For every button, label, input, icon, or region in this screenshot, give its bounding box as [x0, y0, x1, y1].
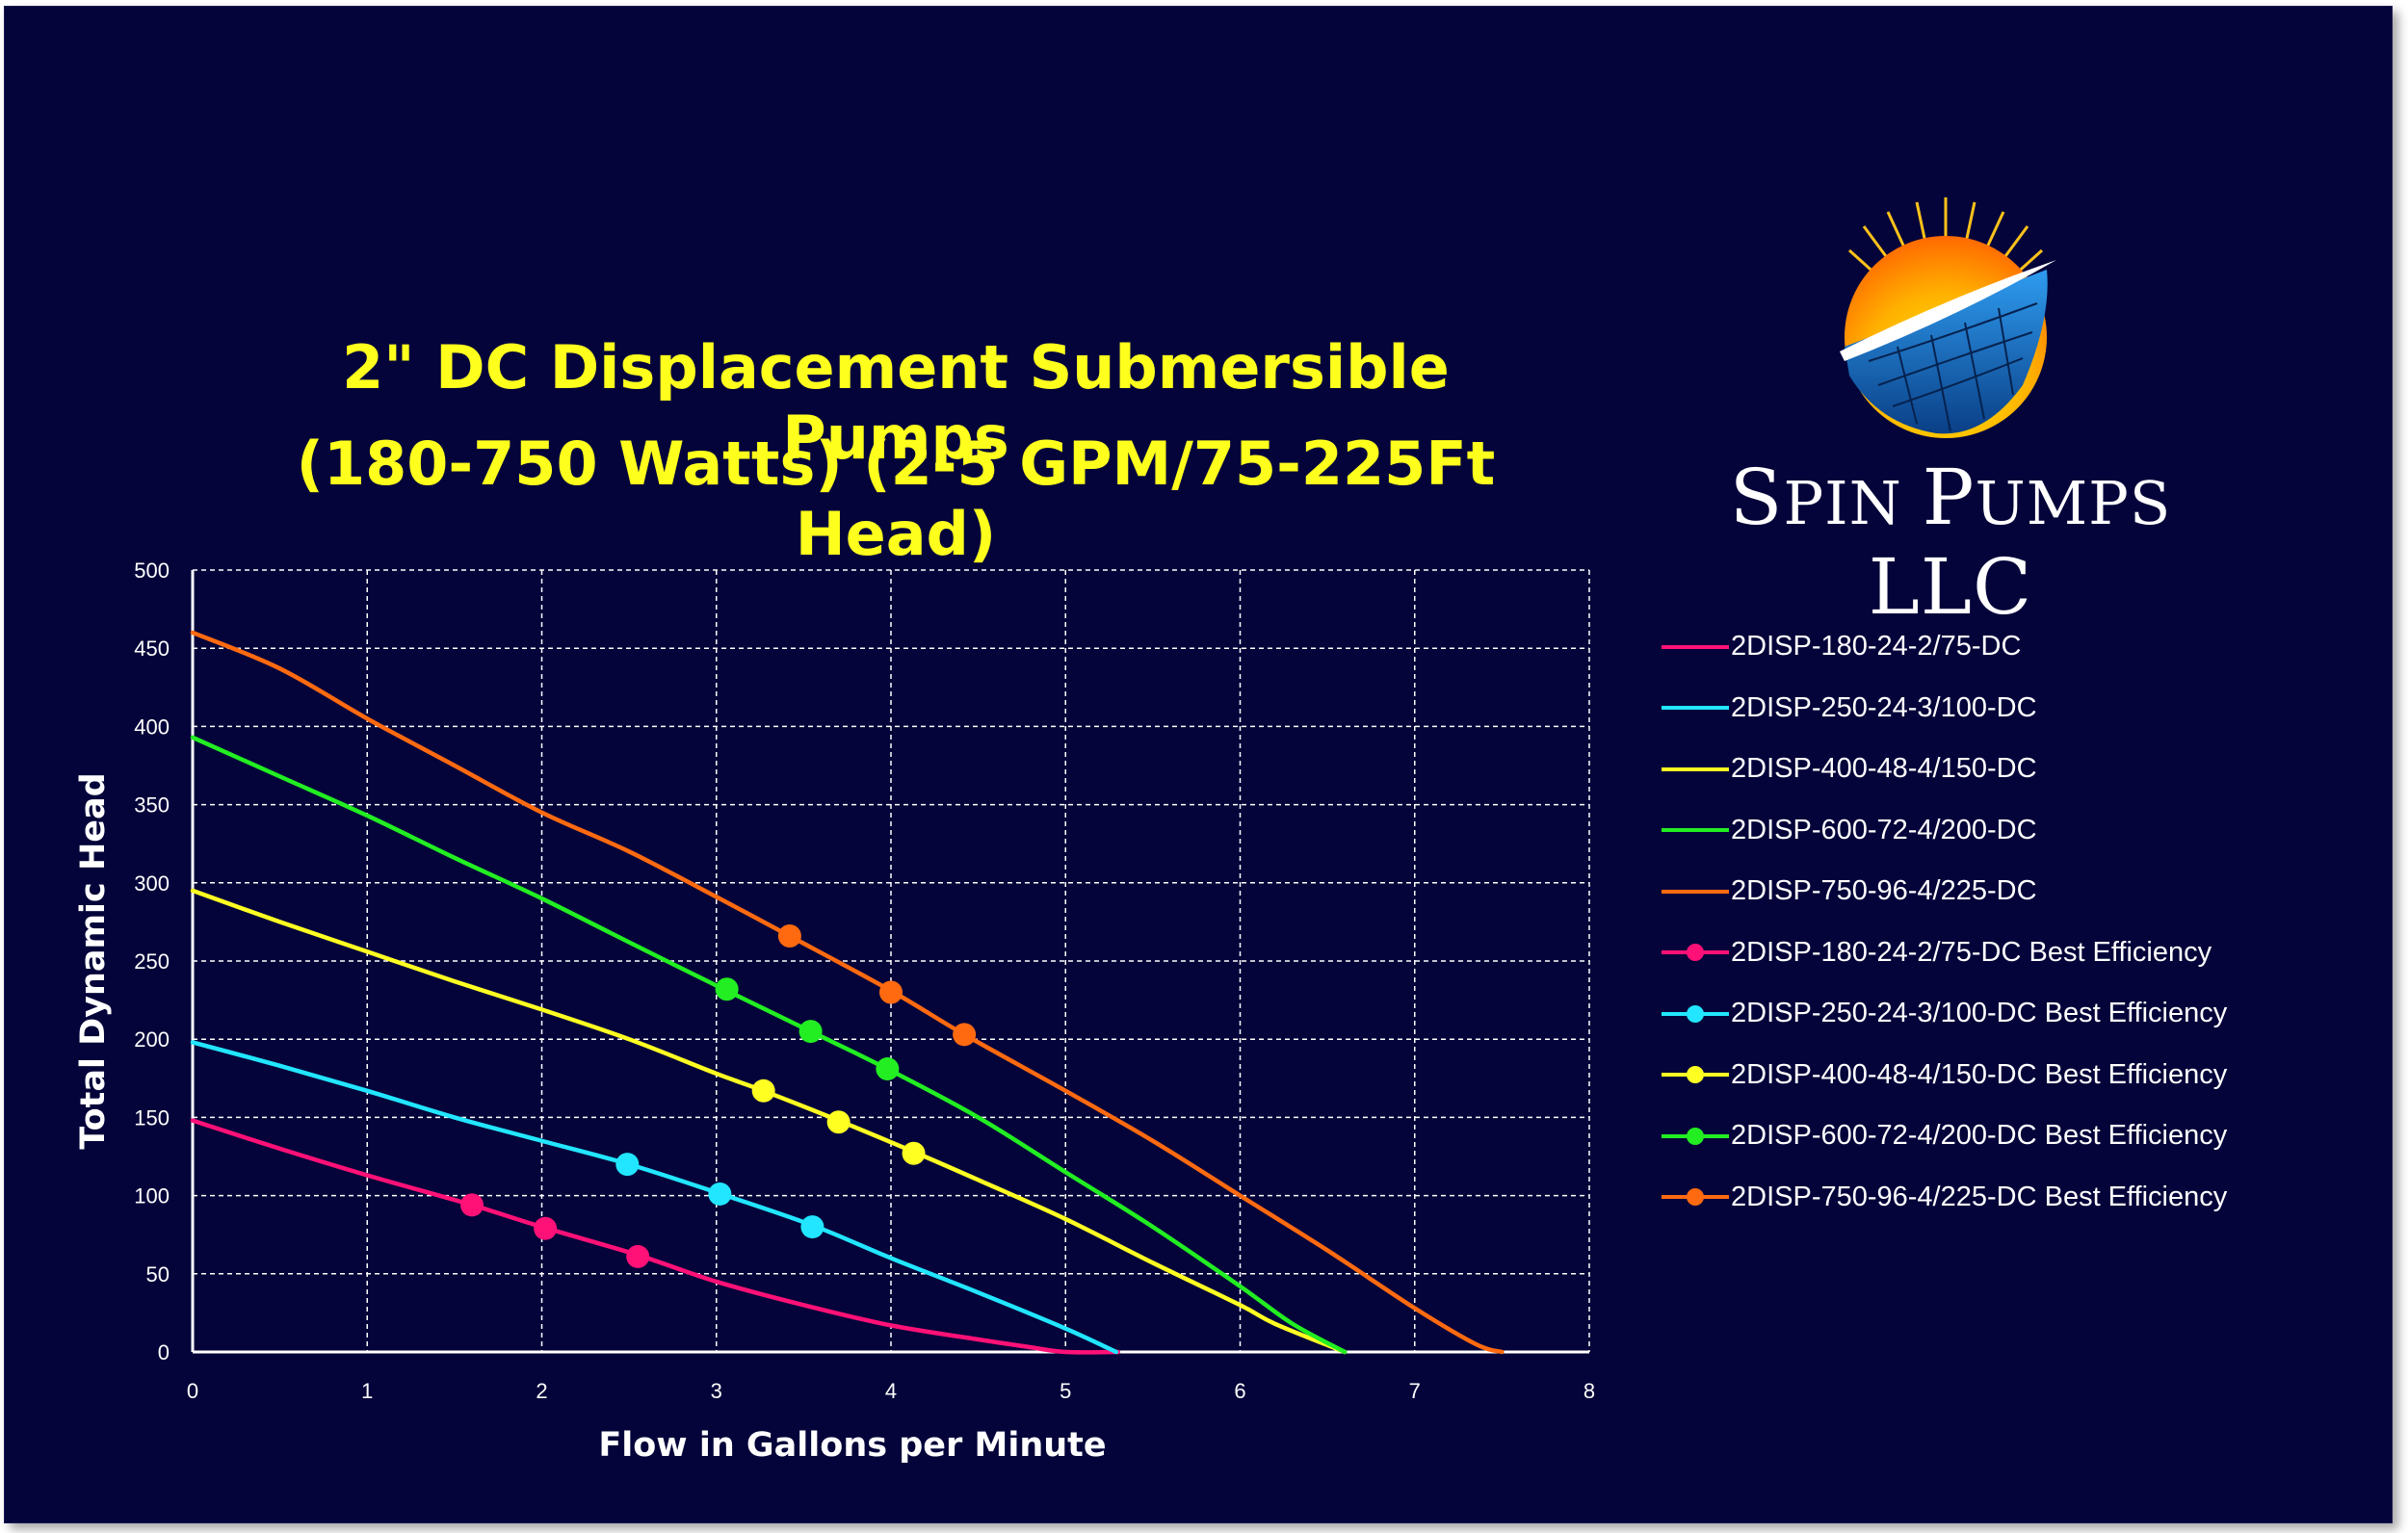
- best-efficiency-point: [800, 1215, 824, 1239]
- legend-label: 2DISP-400-48-4/150-DC: [1731, 753, 2037, 785]
- legend-swatch: [1662, 1182, 1729, 1211]
- y-tick-label: 50: [146, 1262, 170, 1286]
- y-axis-label: Total Dynamic Head: [74, 772, 113, 1149]
- chart-title-line1: 2" DC Displacement Submersible Pumps: [342, 332, 1450, 473]
- legend-swatch: [1662, 1122, 1729, 1151]
- series-line: [190, 735, 1348, 1355]
- legend-swatch: [1662, 1000, 1729, 1028]
- best-efficiency-point: [953, 1023, 977, 1047]
- legend-label: 2DISP-250-24-3/100-DC: [1731, 691, 2037, 723]
- legend-swatch: [1662, 755, 1729, 784]
- legend-label: 2DISP-400-48-4/150-DC Best Efficiency: [1731, 1058, 2228, 1090]
- legend-item: 2DISP-750-96-4/225-DC Best Efficiency: [1662, 1167, 2394, 1229]
- best-efficiency-point: [777, 924, 801, 948]
- best-efficiency-point: [751, 1078, 775, 1103]
- best-efficiency-point: [708, 1182, 732, 1206]
- y-tick-label: 500: [134, 559, 170, 583]
- best-efficiency-point: [879, 980, 903, 1004]
- legend-item: 2DISP-600-72-4/200-DC Best Efficiency: [1662, 1105, 2394, 1167]
- y-tick-label: 250: [134, 949, 170, 974]
- legend-swatch: [1662, 938, 1729, 967]
- legend-label: 2DISP-180-24-2/75-DC: [1731, 631, 2022, 663]
- x-tick-label: 7: [1409, 1379, 1421, 1403]
- x-tick-label: 3: [711, 1379, 722, 1403]
- x-tick-label: 4: [885, 1379, 897, 1403]
- legend-swatch: [1662, 816, 1729, 844]
- legend-label: 2DISP-750-96-4/225-DC: [1731, 875, 2037, 907]
- x-axis-label: Flow in Gallons per Minute: [598, 1426, 1106, 1465]
- best-efficiency-point: [615, 1153, 640, 1177]
- x-tick-label: 6: [1234, 1379, 1245, 1403]
- legend-label: 2DISP-600-72-4/200-DC Best Efficiency: [1731, 1120, 2228, 1152]
- y-tick-label: 400: [134, 715, 170, 739]
- y-tick-label: 150: [134, 1105, 170, 1130]
- y-tick-label: 100: [134, 1184, 170, 1208]
- sun-logo: [1840, 197, 2056, 438]
- chart-legend: 2DISP-180-24-2/75-DC 2DISP-250-24-3/100-D…: [1662, 616, 2394, 1228]
- legend-item: 2DISP-250-24-3/100-DC Best Efficiency: [1662, 983, 2394, 1045]
- legend-item: 2DISP-250-24-3/100-DC: [1662, 678, 2394, 740]
- x-tick-label: 0: [187, 1379, 198, 1403]
- y-tick-label: 300: [134, 871, 170, 896]
- legend-item: 2DISP-600-72-4/200-DC: [1662, 800, 2394, 862]
- legend-label: 2DISP-180-24-2/75-DC Best Efficiency: [1731, 936, 2212, 968]
- best-efficiency-point: [534, 1216, 558, 1240]
- series-line: [190, 1118, 1120, 1355]
- y-tick-label: 450: [134, 637, 170, 661]
- legend-label: 2DISP-250-24-3/100-DC Best Efficiency: [1731, 998, 2228, 1029]
- legend-swatch: [1662, 693, 1729, 722]
- brand-name: SPIN PUMPS LLC: [1729, 453, 2172, 632]
- x-tick-label: 5: [1060, 1379, 1071, 1403]
- chart-title-line2: (180-750 Watts) (2-5 GPM/75-225Ft Head): [296, 429, 1496, 569]
- series-line: [190, 630, 1505, 1355]
- y-tick-label: 200: [134, 1027, 170, 1052]
- legend-item: 2DISP-180-24-2/75-DC Best Efficiency: [1662, 922, 2394, 984]
- best-efficiency-point: [826, 1110, 851, 1134]
- legend-swatch: [1662, 877, 1729, 906]
- best-efficiency-point: [798, 1020, 823, 1044]
- y-tick-label: 0: [158, 1340, 170, 1364]
- legend-item: 2DISP-750-96-4/225-DC: [1662, 861, 2394, 922]
- x-tick-label: 2: [536, 1379, 547, 1403]
- legend-swatch: [1662, 1060, 1729, 1089]
- x-tick-label: 8: [1584, 1379, 1595, 1403]
- legend-item: 2DISP-400-48-4/150-DC Best Efficiency: [1662, 1045, 2394, 1106]
- legend-item: 2DISP-400-48-4/150-DC: [1662, 739, 2394, 800]
- best-efficiency-point: [876, 1057, 900, 1081]
- best-efficiency-point: [715, 977, 739, 1001]
- legend-swatch: [1662, 633, 1729, 662]
- best-efficiency-point: [902, 1141, 926, 1165]
- series-line: [190, 888, 1348, 1355]
- legend-label: 2DISP-600-72-4/200-DC: [1731, 814, 2037, 845]
- x-tick-label: 1: [361, 1379, 373, 1403]
- legend-item: 2DISP-180-24-2/75-DC: [1662, 616, 2394, 678]
- y-tick-label: 350: [134, 793, 170, 818]
- legend-label: 2DISP-750-96-4/225-DC Best Efficiency: [1731, 1181, 2228, 1212]
- best-efficiency-point: [626, 1244, 650, 1268]
- best-efficiency-point: [460, 1193, 484, 1217]
- series-line: [190, 1040, 1119, 1355]
